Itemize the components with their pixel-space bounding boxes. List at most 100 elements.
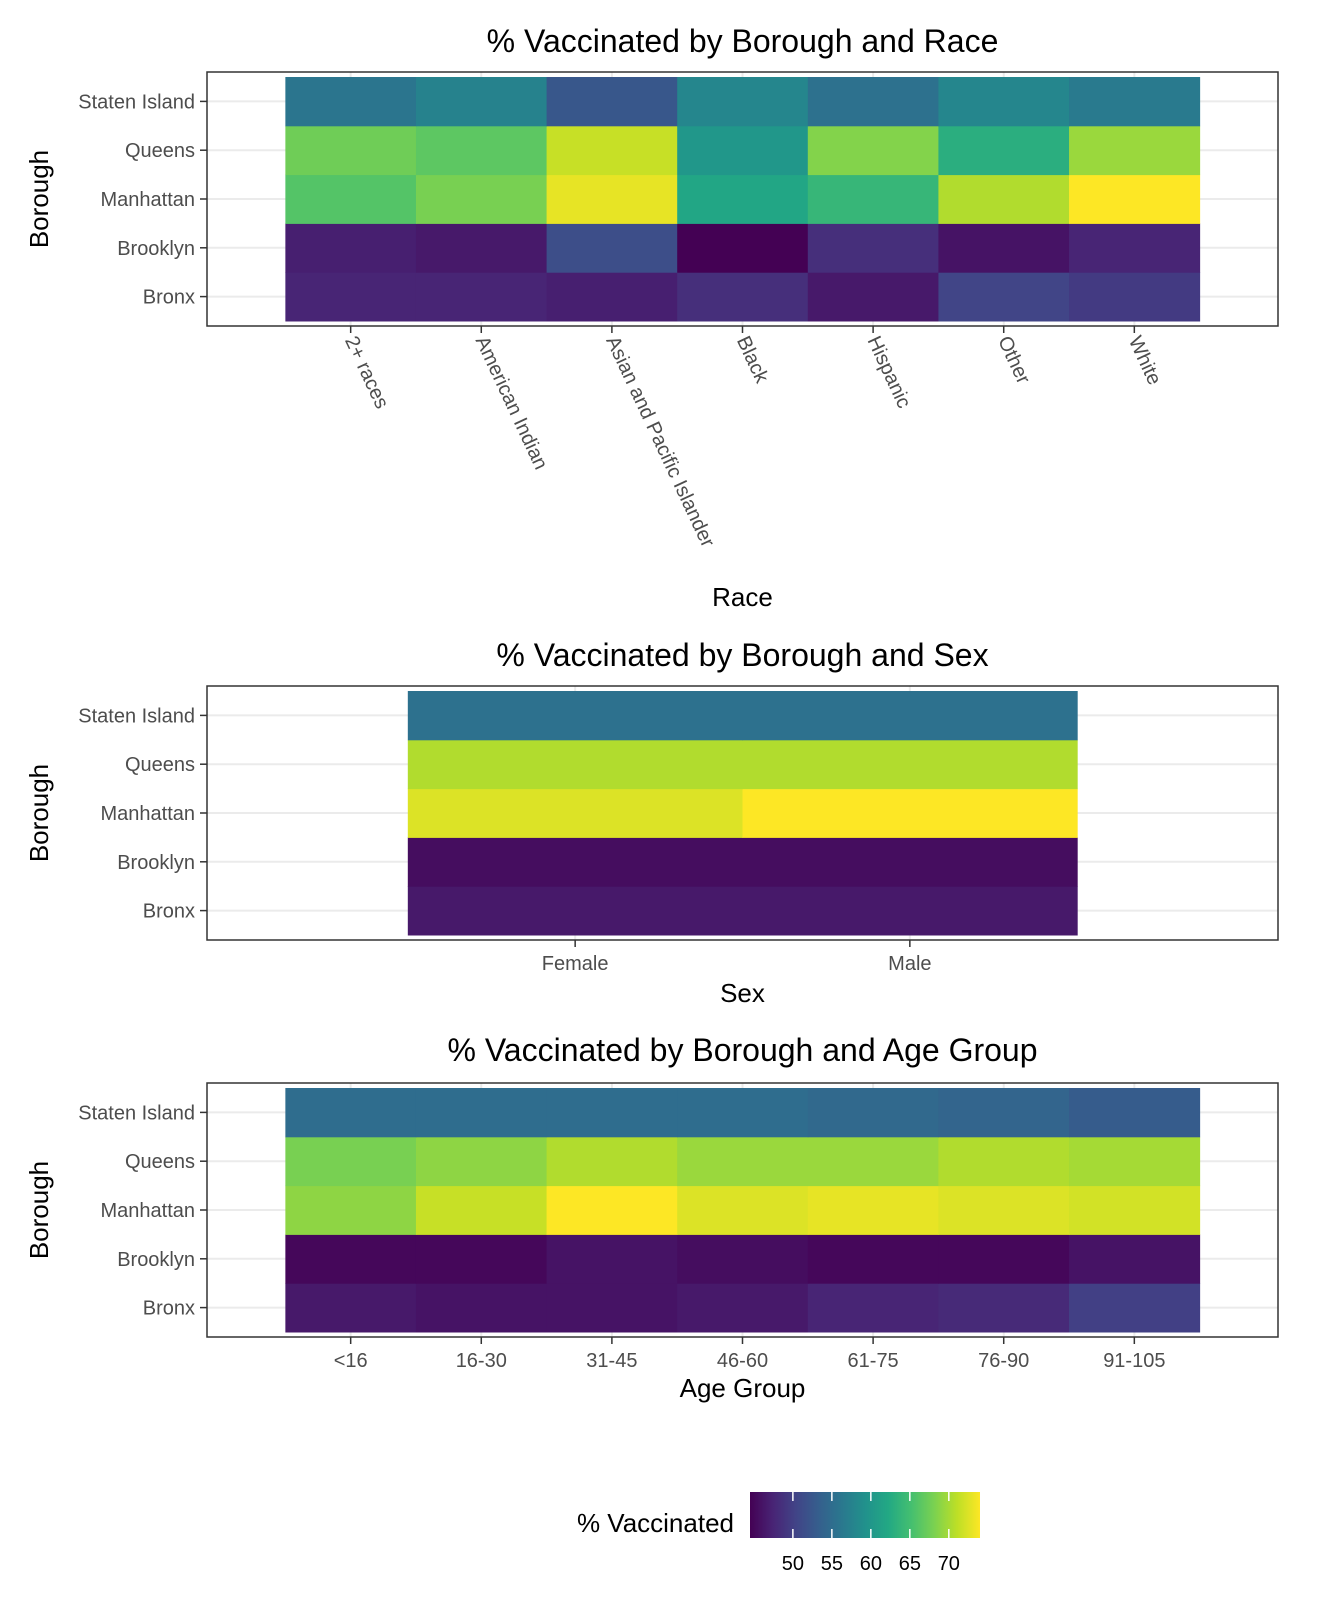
heatmap-tile xyxy=(677,272,809,322)
heatmap-tile xyxy=(1069,1283,1201,1333)
y-tick-label: Bronx xyxy=(143,287,195,309)
legend-title: % Vaccinated xyxy=(577,1508,734,1538)
heatmap-tile xyxy=(415,272,548,322)
chart-title: % Vaccinated by Borough and Race xyxy=(487,23,999,59)
legend: 50 55 60 65 70 % Vaccinated xyxy=(577,1492,980,1575)
y-tick-label: Manhattan xyxy=(100,803,195,825)
heatmap-tile xyxy=(285,125,417,176)
heatmap-tile xyxy=(938,1185,1070,1235)
heatmap-tile xyxy=(742,788,1078,838)
heatmap-tile xyxy=(677,174,809,224)
heatmap-tile xyxy=(677,1234,809,1284)
heatmap-tile xyxy=(807,272,939,322)
heatmap-tile xyxy=(415,1283,548,1333)
heatmap-tile xyxy=(415,125,548,176)
legend-tick-label: 60 xyxy=(860,1553,882,1575)
heatmap-tile xyxy=(1069,77,1201,127)
heatmap-tile xyxy=(415,1234,548,1284)
heatmap-tile xyxy=(677,223,809,273)
heatmap-tile xyxy=(285,272,417,322)
heatmap-tile xyxy=(742,837,1078,887)
x-axis-title: Race xyxy=(712,582,773,612)
heatmap-tile xyxy=(285,77,417,127)
heatmap-tile xyxy=(1069,174,1201,224)
y-tick-label: Staten Island xyxy=(78,705,195,727)
heatmap-tile xyxy=(546,223,678,273)
heatmap-tile xyxy=(677,1185,809,1235)
heatmap-tile xyxy=(285,1234,417,1284)
heatmap-tile xyxy=(807,77,939,127)
x-axis-title: Sex xyxy=(720,978,765,1008)
heatmap-tile xyxy=(415,77,548,127)
y-axis-title: Borough xyxy=(24,1161,54,1259)
heatmap-tile xyxy=(938,1136,1070,1187)
heatmap-tile xyxy=(677,77,809,127)
heatmap-tile xyxy=(677,1088,809,1138)
heatmap-tile xyxy=(546,1136,678,1187)
heatmap-tile xyxy=(1069,1088,1201,1138)
x-tick-label: Other xyxy=(993,333,1034,388)
x-tick-label: 76-90 xyxy=(978,1350,1029,1372)
heatmap-tile xyxy=(677,1136,809,1187)
x-tick-label: 61-75 xyxy=(848,1350,899,1372)
heatmap-tile xyxy=(677,125,809,176)
x-tick-label: Male xyxy=(888,953,931,975)
heatmap-tile xyxy=(546,1185,678,1235)
heatmap-tile xyxy=(415,1185,548,1235)
panel-2: Bronx Brooklyn Manhattan Queens Staten Islan… xyxy=(24,637,1279,1008)
x-tick-label: 2+ races xyxy=(340,333,393,412)
y-tick-label: Queens xyxy=(125,754,195,776)
x-tick-label: Female xyxy=(542,953,609,975)
y-axis-title: Borough xyxy=(24,150,54,248)
heatmap-tile xyxy=(546,77,678,127)
heatmap-tile xyxy=(1069,1234,1201,1284)
y-tick-label: Queens xyxy=(125,1151,195,1173)
heatmap-tile xyxy=(938,1234,1070,1284)
heatmap-tile xyxy=(938,1283,1070,1333)
heatmap-tile xyxy=(742,886,1078,936)
chart-title: % Vaccinated by Borough and Age Group xyxy=(447,1032,1037,1068)
y-tick-label: Brooklyn xyxy=(117,852,195,874)
x-tick-label: Hispanic xyxy=(863,333,915,412)
legend-tick-label: 50 xyxy=(782,1553,804,1575)
y-tick-label: Queens xyxy=(125,140,195,162)
heatmap-tile xyxy=(807,1283,939,1333)
x-tick-label: 16-30 xyxy=(456,1350,507,1372)
legend-tick-label: 65 xyxy=(899,1553,921,1575)
heatmap-tile xyxy=(938,1088,1070,1138)
heatmap-tile xyxy=(546,1283,678,1333)
heatmap-tile xyxy=(407,837,743,887)
heatmap-tile xyxy=(285,1136,417,1187)
x-tick-label: <16 xyxy=(334,1350,368,1372)
y-tick-label: Bronx xyxy=(143,901,195,923)
x-tick-label: White xyxy=(1124,333,1166,389)
heatmap-tile xyxy=(546,174,678,224)
heatmap-tile xyxy=(407,691,743,741)
heatmap-tile xyxy=(407,788,743,838)
heatmap-tile xyxy=(938,272,1070,322)
heatmap-tile xyxy=(677,1283,809,1333)
y-tick-label: Brooklyn xyxy=(117,238,195,260)
heatmap-tile xyxy=(1069,223,1201,273)
heatmap-tile xyxy=(807,1088,939,1138)
y-tick-label: Staten Island xyxy=(78,1102,195,1124)
heatmap-tile xyxy=(546,272,678,322)
legend-tick-label: 55 xyxy=(821,1553,843,1575)
y-tick-label: Bronx xyxy=(143,1298,195,1320)
panel-1: Bronx Brooklyn Manhattan Queens Staten Islan… xyxy=(24,23,1279,612)
panel-3: Bronx Brooklyn Manhattan Queens Staten Islan… xyxy=(24,1032,1279,1403)
heatmap-tile xyxy=(285,1283,417,1333)
heatmap-tile xyxy=(285,1088,417,1138)
heatmap-tile xyxy=(938,223,1070,273)
heatmap-tile xyxy=(1069,1136,1201,1187)
legend-colorbar xyxy=(750,1492,980,1538)
y-tick-label: Staten Island xyxy=(78,91,195,113)
x-tick-label: 91-105 xyxy=(1103,1350,1165,1372)
heatmap-tile xyxy=(807,223,939,273)
heatmap-tile xyxy=(1069,1185,1201,1235)
heatmap-tile xyxy=(807,1136,939,1187)
y-tick-label: Brooklyn xyxy=(117,1249,195,1271)
heatmap-tile xyxy=(1069,125,1201,176)
